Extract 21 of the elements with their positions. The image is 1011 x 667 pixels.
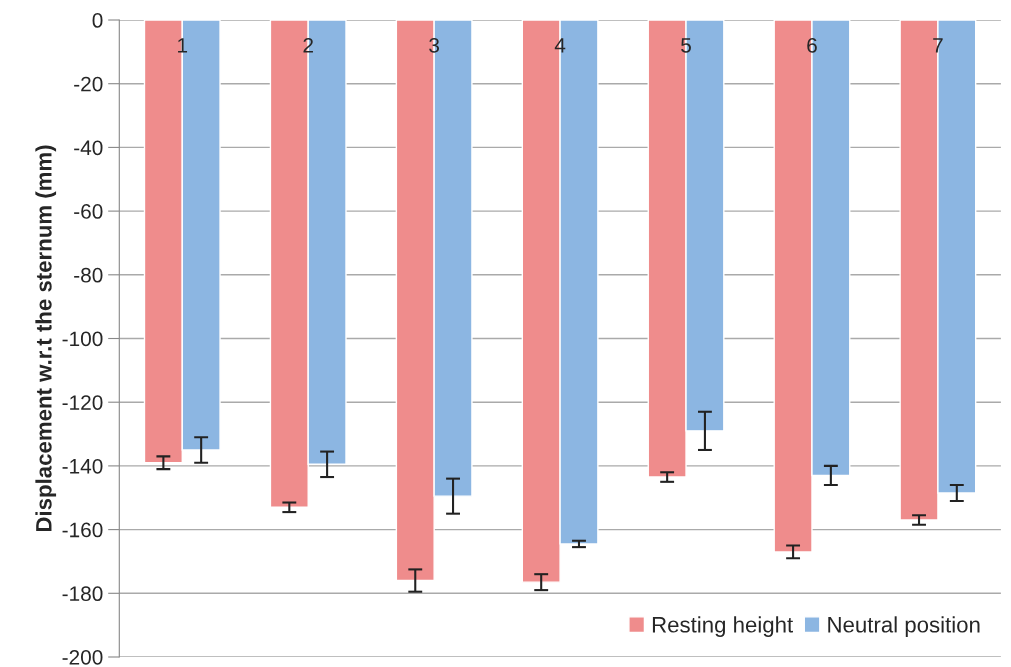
y-tick-label: -140 xyxy=(62,458,103,474)
y-tick-label: -20 xyxy=(74,76,103,92)
y-tick-label: 0 xyxy=(92,13,103,28)
legend-label: Neutral position xyxy=(828,616,980,637)
x-tick-label: 2 xyxy=(303,37,313,53)
y-axis-title: Displacement w.r.t the sternum (mm) xyxy=(35,145,57,532)
x-tick-label: 3 xyxy=(429,37,440,53)
y-tick-label: -60 xyxy=(74,204,103,219)
x-tick-label: 4 xyxy=(554,38,566,53)
x-tick-label: 6 xyxy=(807,37,817,53)
x-tick-label: 5 xyxy=(681,38,691,53)
x-tick-label: 7 xyxy=(933,38,943,53)
y-tick-label: -120 xyxy=(62,395,103,410)
y-tick-label: -100 xyxy=(62,331,103,347)
y-tick-label: -80 xyxy=(74,267,103,283)
y-tick-label: -160 xyxy=(62,522,103,538)
y-tick-label: -40 xyxy=(74,140,103,156)
x-tick-label: 1 xyxy=(178,38,188,53)
legend-label: Resting height xyxy=(652,616,794,637)
y-tick-label: -200 xyxy=(62,650,103,665)
y-tick-label: -180 xyxy=(62,586,103,602)
